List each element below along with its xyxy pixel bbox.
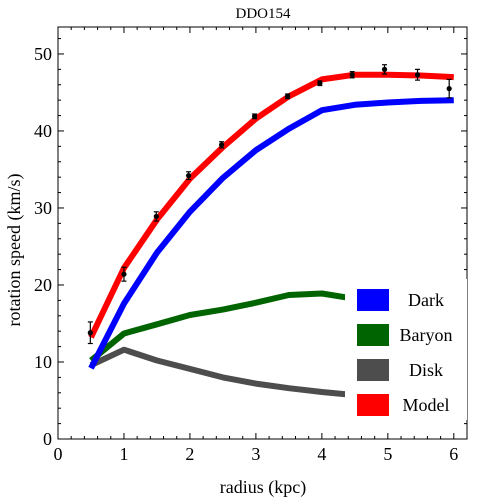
x-tick-label: 0 bbox=[54, 444, 63, 464]
data-point bbox=[251, 113, 258, 119]
series-line-dark bbox=[88, 97, 454, 370]
data-point bbox=[446, 86, 452, 92]
data-point bbox=[219, 142, 225, 148]
y-axis-label: rotation speed (km/s) bbox=[4, 174, 25, 327]
x-tick-label: 4 bbox=[317, 444, 326, 464]
y-tick-label: 20 bbox=[34, 275, 52, 295]
y-tick-label: 40 bbox=[34, 121, 52, 141]
chart-title: DDO154 bbox=[236, 6, 291, 22]
data-point bbox=[153, 213, 159, 220]
plot-border bbox=[57, 26, 468, 440]
data-point bbox=[414, 72, 421, 78]
x-tick-label: 6 bbox=[449, 444, 458, 464]
legend-label-model: Model bbox=[403, 395, 450, 415]
x-tick-label: 3 bbox=[251, 444, 260, 464]
data-point bbox=[381, 66, 388, 72]
x-tick-label: 5 bbox=[383, 444, 392, 464]
legend-swatch-dark bbox=[357, 289, 389, 311]
legend-swatch-model bbox=[357, 394, 389, 416]
legend: Dark Baryon Disk Model bbox=[345, 279, 467, 420]
y-tick-label: 10 bbox=[34, 352, 52, 372]
legend-label-dark: Dark bbox=[408, 290, 444, 310]
y-tick-label: 50 bbox=[34, 44, 52, 64]
x-axis-label: radius (kpc) bbox=[220, 477, 306, 498]
plot-frame bbox=[57, 26, 468, 440]
data-point bbox=[349, 72, 355, 78]
x-tick-label: 2 bbox=[185, 444, 194, 464]
axis-ticks: 0 1 2 3 4 5 6 0 10 20 30 40 50 bbox=[34, 27, 467, 464]
series-line-model bbox=[88, 71, 454, 339]
data-point bbox=[284, 93, 291, 99]
data-point bbox=[186, 173, 192, 179]
legend-label-disk: Disk bbox=[409, 360, 443, 380]
y-tick-label: 30 bbox=[34, 198, 52, 218]
legend-swatch-baryon bbox=[357, 324, 389, 346]
data-point bbox=[121, 271, 127, 277]
x-tick-label: 1 bbox=[119, 444, 128, 464]
legend-label-baryon: Baryon bbox=[400, 325, 453, 345]
y-tick-label: 0 bbox=[43, 429, 52, 449]
data-point bbox=[317, 80, 323, 86]
observed-data-points bbox=[87, 64, 452, 345]
data-point bbox=[87, 330, 93, 336]
legend-swatch-disk bbox=[357, 359, 389, 381]
